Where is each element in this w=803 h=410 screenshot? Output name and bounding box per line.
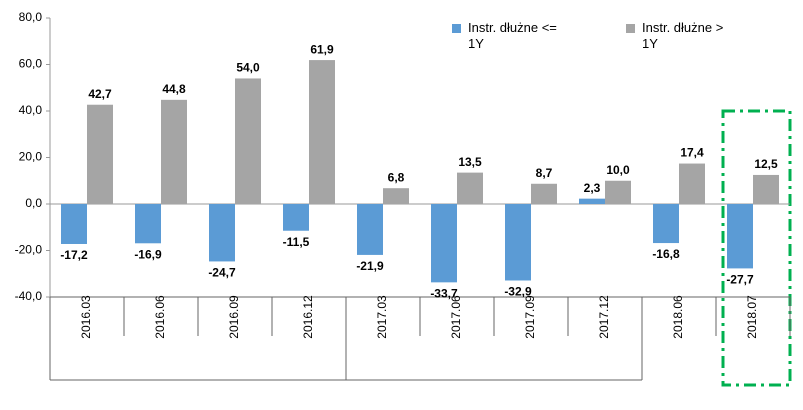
x-tick-label: 2017.09 [523,295,537,339]
value-label: -24,7 [208,266,236,280]
bar [61,204,87,244]
x-tick-label: 2017.12 [597,295,611,339]
legend-label: Instr. dłużne <= 1Y [468,20,557,51]
bar [653,204,679,244]
bar [605,180,631,204]
bar [383,188,409,204]
y-tick-label: 40,0 [19,103,43,117]
bar [87,104,113,204]
value-label: 12,5 [754,157,778,171]
x-tick-label: 2016.03 [79,295,93,339]
x-tick-label: 2018.07 [745,295,759,339]
bar [679,163,705,204]
value-label: 17,4 [680,146,704,160]
value-label: -33,7 [430,287,458,301]
bar [283,204,309,231]
value-label: 13,5 [458,155,482,169]
bar [579,198,605,204]
bar [209,204,235,262]
value-label: -16,9 [134,247,162,261]
value-label: -11,5 [283,235,310,249]
value-label: 8,7 [536,166,553,180]
value-label: -21,9 [356,259,384,273]
legend-swatch [626,24,635,33]
x-tick-label: 2018.06 [671,295,685,339]
y-tick-label: 60,0 [19,57,43,71]
value-label: 2,3 [584,181,601,195]
x-tick-label: 2016.06 [153,295,167,339]
legend-label: Instr. dłużne > 1Y [642,20,724,51]
y-tick-label: -20,0 [15,243,43,257]
bar [431,204,457,283]
x-tick-label: 2016.09 [227,295,241,339]
value-label: 10,0 [606,163,630,177]
x-tick-label: 2017.03 [375,295,389,339]
value-label: 61,9 [310,42,334,56]
bar [753,174,779,204]
bar [309,60,335,204]
x-tick-label: 2017.06 [449,295,463,339]
value-label: 42,7 [88,87,112,101]
bar [531,183,557,204]
value-label: -27,7 [726,273,754,287]
highlight-box [721,109,792,387]
value-label: 54,0 [236,61,260,75]
legend-swatch [452,24,461,33]
bar [727,204,753,269]
x-tick-label: 2016.12 [301,295,315,339]
bar [135,204,161,244]
y-tick-label: 20,0 [19,150,43,164]
y-tick-label: -40,0 [15,289,43,303]
value-label: -17,2 [60,248,88,262]
bar [457,172,483,204]
bar [357,204,383,255]
y-tick-label: 80,0 [19,10,43,24]
bar [235,78,261,204]
y-tick-label: 0,0 [25,196,42,210]
value-label: 44,8 [162,82,186,96]
value-label: -32,9 [504,285,532,299]
value-label: 6,8 [388,170,405,184]
bar [505,204,531,281]
bar [161,99,187,204]
value-label: -16,8 [652,247,680,261]
